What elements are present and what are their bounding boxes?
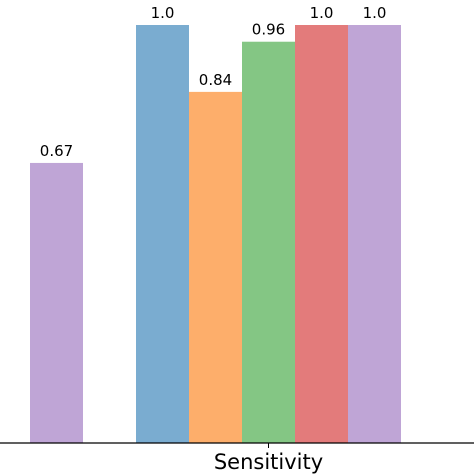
bar-value-label-series-4-cat-0: 0.67 — [40, 142, 73, 160]
bar-series-3-cat-1 — [295, 25, 348, 443]
bar-series-4-cat-1 — [348, 25, 401, 443]
bar-value-label-series-2-cat-1: 0.96 — [252, 21, 285, 39]
x-tick-label-1: Sensitivity — [214, 450, 323, 474]
bar-series-1-cat-1 — [189, 91, 242, 443]
bar-value-label-series-1-cat-1: 0.84 — [199, 71, 232, 89]
bar-series-2-cat-1 — [242, 41, 295, 443]
bars-group — [30, 25, 401, 443]
bar-series-4-cat-0 — [30, 162, 83, 443]
bar-value-label-series-0-cat-1: 1.0 — [151, 4, 175, 22]
x-ticks-group: Sensitivity — [214, 443, 323, 474]
bar-value-label-series-3-cat-1: 1.0 — [310, 4, 334, 22]
bar-labels-group: 1.0 0.84 0.96 1.0 0.67 1.0 — [40, 4, 387, 160]
bar-value-label-series-4-cat-1: 1.0 — [363, 4, 387, 22]
bar-series-0-cat-1 — [136, 25, 189, 443]
